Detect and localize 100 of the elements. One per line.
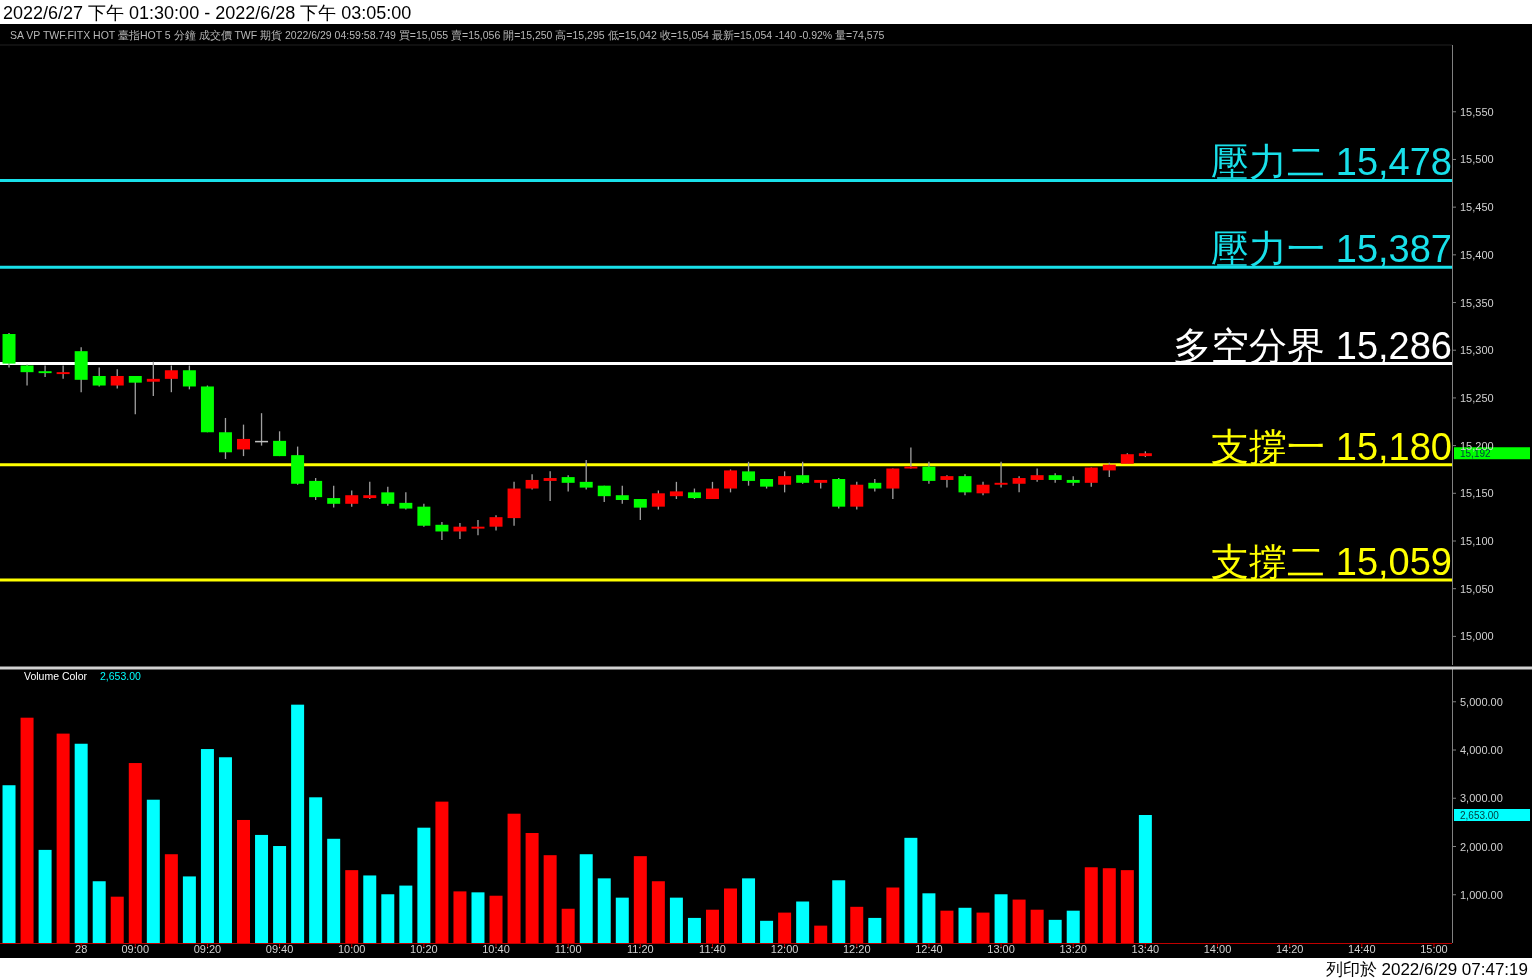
bar (633, 856, 647, 943)
bar (724, 888, 737, 943)
bar (74, 743, 88, 943)
x-tick-label: 12:40 (915, 943, 943, 955)
bar (778, 912, 792, 943)
candlestick (904, 446, 918, 470)
bar (2, 785, 16, 943)
candlestick (633, 498, 647, 521)
bar (255, 834, 269, 943)
y-tick-label: 15,300 (1460, 344, 1494, 357)
candlestick (381, 485, 395, 507)
candlestick (309, 477, 323, 501)
candlestick (471, 519, 485, 536)
bar (904, 837, 918, 943)
bar (940, 910, 954, 943)
candlestick (778, 470, 792, 493)
candlestick (327, 485, 341, 509)
bar (291, 704, 305, 943)
candlestick (237, 423, 250, 457)
bar (218, 757, 232, 943)
y-tick-label: 3,000.00 (1460, 792, 1503, 805)
candlestick (417, 503, 431, 528)
ref-line-label: 支撐一 15,180 (1211, 425, 1452, 468)
bar (1138, 815, 1152, 943)
x-tick-label: 10:00 (337, 943, 366, 955)
bar (1012, 899, 1026, 943)
y-tick-label: 15,000 (1460, 630, 1494, 643)
bar (922, 893, 936, 943)
y-tick-label: 15,050 (1460, 582, 1494, 595)
x-tick-label: 09:20 (193, 943, 222, 955)
y-tick-label: 5,000.00 (1460, 695, 1503, 708)
candlestick (994, 461, 1008, 489)
bar (543, 855, 557, 943)
candlestick (38, 364, 52, 378)
candlestick (435, 521, 449, 541)
candlestick (579, 459, 593, 491)
candlestick (1030, 467, 1044, 483)
bar (1102, 868, 1116, 943)
bar (435, 801, 449, 943)
text: 列印於 2022/6/29 07:47:19 (1325, 960, 1528, 979)
candlestick (922, 461, 936, 485)
candlestick (651, 489, 665, 511)
bar (615, 897, 629, 943)
y-tick-label: 15,500 (1460, 153, 1494, 166)
candlestick (1012, 475, 1026, 493)
bar (92, 881, 106, 943)
bar (327, 838, 341, 943)
candlestick (958, 473, 972, 496)
bar (453, 891, 467, 943)
candlestick (850, 481, 864, 511)
bar (1084, 867, 1098, 943)
bar (128, 763, 142, 943)
x-tick-label: 09:40 (265, 943, 294, 955)
bar (38, 849, 52, 943)
y-tick-label: 15,150 (1460, 487, 1494, 500)
x-tick-label: 11:40 (699, 943, 726, 955)
bar (814, 925, 828, 943)
bar (489, 895, 503, 943)
bar (597, 878, 611, 943)
x-tick-label: 11:20 (626, 943, 654, 955)
bar (1120, 870, 1134, 943)
candlestick (273, 430, 287, 457)
candlestick (218, 417, 232, 460)
bar (994, 894, 1008, 943)
x-tick-label: 14:40 (1348, 943, 1376, 955)
x-tick-label: 12:00 (770, 943, 799, 955)
bar (850, 906, 864, 943)
chart-title: Volume Color (24, 670, 88, 682)
x-tick-label: 09:00 (121, 943, 150, 955)
bar (471, 892, 485, 943)
candlestick (128, 375, 142, 415)
bar (868, 917, 882, 943)
y-tick-label: 15,400 (1460, 248, 1494, 261)
ref-line-label: 支撐二 15,059 (1211, 541, 1452, 584)
x-tick-label: 13:20 (1059, 943, 1087, 955)
bar (164, 854, 178, 943)
y-tick-label: 2,000.00 (1460, 840, 1503, 853)
bar (20, 717, 34, 943)
bar (687, 917, 701, 943)
chart-title: 2022/6/27 下午 01:30:00 - 2022/6/28 下午 03:05:00 (3, 3, 412, 23)
bar (669, 897, 683, 943)
candlestick (146, 361, 160, 397)
bar (525, 833, 539, 943)
bar (200, 749, 214, 943)
x-tick-label: 11:00 (554, 943, 582, 955)
candlestick (742, 461, 756, 487)
bar (705, 909, 719, 943)
y-tick-label: 4,000.00 (1460, 744, 1503, 757)
ref-line-label: 壓力二 15,478 (1211, 141, 1452, 184)
chart-subtitle: 2,653.00 (100, 670, 142, 682)
x-tick-label: 10:20 (410, 943, 438, 955)
candlestick (164, 364, 178, 393)
candlestick (615, 485, 629, 505)
bar (976, 912, 990, 943)
bar (651, 881, 665, 943)
bar (381, 894, 395, 943)
candlestick (886, 467, 900, 500)
bar (742, 878, 756, 943)
bar (146, 799, 160, 943)
y-tick-label: 15,550 (1460, 105, 1494, 118)
